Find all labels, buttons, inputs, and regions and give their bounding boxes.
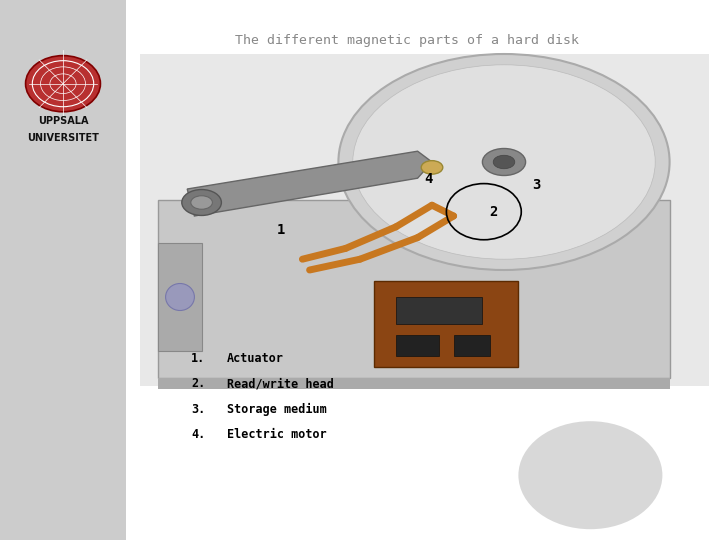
Text: Electric motor: Electric motor: [227, 428, 327, 441]
Text: 1.: 1.: [191, 352, 205, 365]
Bar: [396, 335, 439, 356]
Text: 2: 2: [489, 205, 498, 219]
Text: Storage medium: Storage medium: [227, 403, 327, 416]
Bar: [140, 54, 709, 386]
Ellipse shape: [421, 161, 443, 174]
Text: 1: 1: [276, 222, 285, 237]
Text: Actuator: Actuator: [227, 352, 284, 365]
Text: 3.: 3.: [191, 403, 205, 416]
Ellipse shape: [191, 195, 212, 209]
Text: 2.: 2.: [191, 377, 205, 390]
Polygon shape: [187, 151, 432, 216]
Text: 3: 3: [532, 178, 541, 192]
Ellipse shape: [166, 284, 194, 310]
Text: UPPSALA: UPPSALA: [37, 117, 89, 126]
Polygon shape: [158, 378, 670, 389]
Polygon shape: [158, 200, 670, 378]
Ellipse shape: [493, 156, 515, 168]
Bar: [454, 335, 490, 356]
Text: 4.: 4.: [191, 428, 205, 441]
Text: UNIVERSITET: UNIVERSITET: [27, 133, 99, 143]
Ellipse shape: [338, 54, 670, 270]
Ellipse shape: [482, 148, 526, 176]
Ellipse shape: [181, 190, 222, 215]
Polygon shape: [374, 281, 518, 367]
Ellipse shape: [353, 65, 655, 259]
Circle shape: [518, 421, 662, 529]
Bar: [0, 0, 126, 540]
Circle shape: [26, 56, 101, 112]
Text: The different magnetic parts of a hard disk: The different magnetic parts of a hard d…: [235, 34, 579, 47]
Text: 4: 4: [424, 172, 433, 186]
Polygon shape: [158, 243, 202, 351]
Bar: [396, 297, 482, 324]
Text: Read/write head: Read/write head: [227, 377, 333, 390]
